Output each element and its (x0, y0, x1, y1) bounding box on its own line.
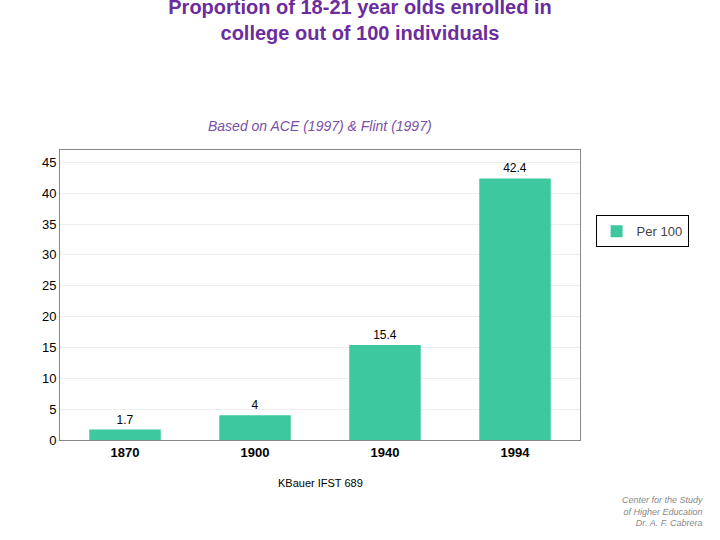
svg-text:1870: 1870 (111, 445, 140, 460)
svg-text:5: 5 (49, 402, 56, 417)
svg-text:42.4: 42.4 (503, 161, 527, 175)
svg-text:35: 35 (42, 217, 56, 232)
svg-text:15: 15 (42, 340, 56, 355)
svg-text:1900: 1900 (241, 445, 270, 460)
svg-text:Based on ACE (1997) & Flint (1: Based on ACE (1997) & Flint (1997) (208, 118, 432, 134)
svg-text:45: 45 (42, 155, 56, 170)
svg-text:40: 40 (42, 186, 56, 201)
svg-text:25: 25 (42, 278, 56, 293)
svg-text:Center for the Studyof Higher: Center for the Studyof Higher EducationD… (622, 495, 703, 528)
svg-text:0: 0 (49, 433, 56, 448)
svg-text:30: 30 (42, 247, 56, 262)
svg-text:10: 10 (42, 371, 56, 386)
svg-text:1.7: 1.7 (116, 413, 133, 427)
svg-text:1994: 1994 (501, 445, 531, 460)
svg-text:Per 100: Per 100 (637, 224, 683, 239)
svg-text:15.4: 15.4 (373, 328, 397, 342)
svg-text:KBauer IFST 689: KBauer IFST 689 (278, 477, 363, 489)
svg-text:Proportion of 18-21 year olds: Proportion of 18-21 year olds enrolled i… (168, 0, 551, 44)
svg-text:4: 4 (252, 398, 259, 412)
svg-text:20: 20 (42, 309, 56, 324)
svg-text:1940: 1940 (371, 445, 400, 460)
